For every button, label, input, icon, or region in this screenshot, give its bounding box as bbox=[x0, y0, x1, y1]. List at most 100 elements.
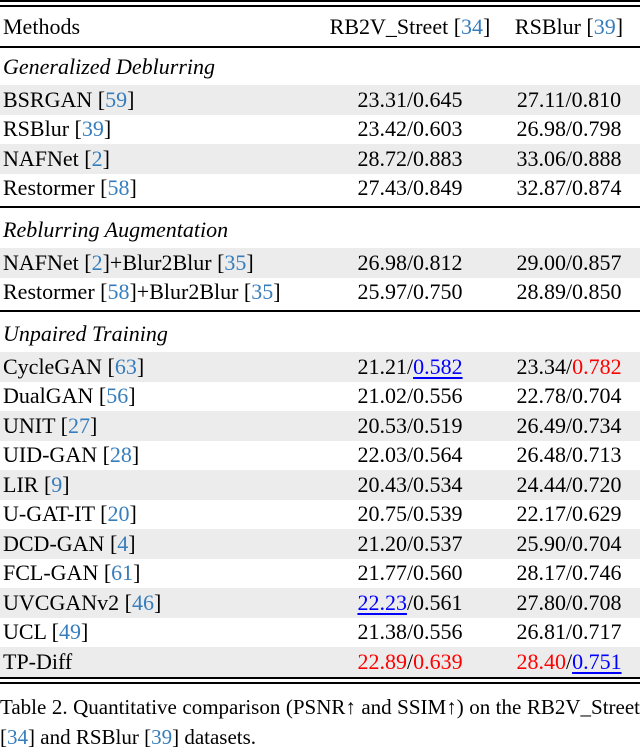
text-segment: 27.80/0.708 bbox=[516, 589, 622, 615]
text-segment: 21.77/0.560 bbox=[357, 560, 463, 586]
table-bottom-rule bbox=[0, 676, 640, 684]
table-row: Restormer [58] 27.43/0.849 32.87/0.874 bbox=[0, 174, 640, 204]
text-segment: 33.06/0.888 bbox=[516, 145, 622, 171]
citation-link[interactable]: 39 bbox=[151, 724, 173, 749]
citation-link[interactable]: 20 bbox=[107, 501, 130, 527]
psnr-ssim-cell-rsblur: 28.89/0.850 bbox=[498, 279, 640, 305]
text-segment: 20.75/0.539 bbox=[357, 501, 463, 527]
method-cell: RSBlur [39] bbox=[0, 116, 322, 142]
citation-link[interactable]: 34 bbox=[461, 13, 484, 39]
citation-link[interactable]: 35 bbox=[224, 249, 247, 275]
text-segment: 28.17/0.746 bbox=[516, 560, 622, 586]
best-value: 0.639 bbox=[413, 648, 463, 674]
psnr-ssim-cell-rb2v-street: 28.72/0.883 bbox=[322, 146, 498, 172]
psnr-ssim-cell-rsblur: 26.49/0.734 bbox=[498, 413, 640, 439]
citation-link[interactable]: 2 bbox=[91, 145, 103, 171]
psnr-ssim-cell-rb2v-street: 21.21/0.582 bbox=[322, 354, 498, 380]
text-segment: ] bbox=[128, 383, 136, 409]
citation-link[interactable]: 4 bbox=[117, 530, 129, 556]
section-header: Reblurring Augmentation bbox=[3, 216, 229, 242]
text-segment: ] bbox=[102, 145, 110, 171]
text-segment: Methods bbox=[3, 13, 80, 39]
psnr-ssim-cell-rb2v-street: 21.20/0.537 bbox=[322, 531, 498, 557]
text-segment: RB2V_Street [ bbox=[329, 13, 462, 39]
text-segment: 23.34/ bbox=[516, 353, 573, 379]
psnr-ssim-cell-rsblur: 27.11/0.810 bbox=[498, 87, 640, 113]
method-cell: U-GAT-IT [20] bbox=[0, 501, 322, 527]
method-cell: DCD-GAN [4] bbox=[0, 531, 322, 557]
text-segment: TP-Diff bbox=[3, 648, 73, 674]
text-segment: 26.49/0.734 bbox=[516, 412, 622, 438]
header-bottom-rule bbox=[0, 46, 640, 48]
method-cell: TP-Diff bbox=[0, 649, 322, 675]
psnr-ssim-cell-rsblur: 26.81/0.717 bbox=[498, 619, 640, 645]
citation-link[interactable]: 46 bbox=[131, 589, 154, 615]
psnr-ssim-cell-rsblur: 23.34/0.782 bbox=[498, 354, 640, 380]
table-row: UCL [49] 21.38/0.556 26.81/0.717 bbox=[0, 618, 640, 648]
text-segment: ] bbox=[89, 412, 98, 438]
psnr-ssim-cell-rsblur: 25.90/0.704 bbox=[498, 531, 640, 557]
psnr-ssim-cell-rb2v-street: 27.43/0.849 bbox=[322, 175, 498, 201]
psnr-ssim-cell-rb2v-street: 21.77/0.560 bbox=[322, 560, 498, 586]
citation-link[interactable]: 39 bbox=[593, 13, 616, 39]
table-row: Restormer [58]+Blur2Blur [35] 25.97/0.750… bbox=[0, 278, 640, 308]
method-cell: NAFNet [2]+Blur2Blur [35] bbox=[0, 250, 322, 276]
text-segment: ] bbox=[153, 589, 162, 615]
psnr-ssim-cell-rsblur: 28.17/0.746 bbox=[498, 560, 640, 586]
text-segment: 28.89/0.850 bbox=[516, 279, 622, 305]
table-top-rule bbox=[0, 0, 640, 7]
text-segment: 26.98/0.798 bbox=[516, 116, 622, 142]
method-cell: UNIT [27] bbox=[0, 413, 322, 439]
text-segment: NAFNet [ bbox=[3, 145, 92, 171]
section-separator-rule bbox=[0, 206, 640, 208]
table-row: DualGAN [56] 21.02/0.556 22.78/0.704 bbox=[0, 382, 640, 412]
citation-link[interactable]: 61 bbox=[111, 560, 134, 586]
text-segment: 23.31/0.645 bbox=[357, 86, 463, 112]
text-segment: 23.42/0.603 bbox=[357, 116, 463, 142]
citation-link[interactable]: 35 bbox=[251, 279, 274, 305]
method-cell: FCL-GAN [61] bbox=[0, 560, 322, 586]
table-header-row: Methods RB2V_Street [34] RSBlur [39] bbox=[0, 7, 640, 46]
psnr-ssim-cell-rsblur: 28.40/0.751 bbox=[498, 649, 640, 675]
psnr-ssim-cell-rsblur: 22.78/0.704 bbox=[498, 383, 640, 409]
text-segment: ] datasets. bbox=[172, 724, 257, 749]
text-segment: ] bbox=[131, 442, 140, 468]
citation-link[interactable]: 56 bbox=[106, 383, 129, 409]
text-segment: Table 2. Quantitative comparison (PSNR↑ … bbox=[0, 694, 640, 749]
text-segment: 27.43/0.849 bbox=[357, 175, 463, 201]
text-segment: 25.90/0.704 bbox=[516, 530, 622, 556]
text-segment: 24.44/0.720 bbox=[516, 471, 622, 497]
text-segment: ] bbox=[128, 530, 136, 556]
second-best-value: 0.582 bbox=[413, 353, 463, 379]
text-segment: ] bbox=[103, 116, 112, 142]
text-segment: 28.72/0.883 bbox=[357, 145, 463, 171]
citation-link[interactable]: 63 bbox=[114, 353, 137, 379]
psnr-ssim-cell-rsblur: 29.00/0.857 bbox=[498, 250, 640, 276]
citation-link[interactable]: 58 bbox=[107, 279, 130, 305]
text-segment: 21.02/0.556 bbox=[357, 383, 463, 409]
citation-link[interactable]: 27 bbox=[67, 412, 90, 438]
text-segment: CycleGAN [ bbox=[3, 353, 115, 379]
citation-link[interactable]: 28 bbox=[109, 442, 132, 468]
section-separator-rule bbox=[0, 310, 640, 312]
psnr-ssim-cell-rb2v-street: 23.42/0.603 bbox=[322, 116, 498, 142]
citation-link[interactable]: 59 bbox=[105, 86, 128, 112]
text-segment: 26.48/0.713 bbox=[516, 442, 622, 468]
psnr-ssim-cell-rb2v-street: 21.38/0.556 bbox=[322, 619, 498, 645]
citation-link[interactable]: 34 bbox=[7, 724, 28, 749]
psnr-ssim-cell-rb2v-street: 22.03/0.564 bbox=[322, 442, 498, 468]
citation-link[interactable]: 9 bbox=[51, 471, 63, 497]
method-cell: NAFNet [2] bbox=[0, 146, 322, 172]
citation-link[interactable]: 58 bbox=[107, 175, 130, 201]
text-segment: 21.21/ bbox=[357, 353, 414, 379]
text-segment: NAFNet [ bbox=[3, 249, 92, 275]
citation-link[interactable]: 2 bbox=[91, 249, 103, 275]
best-value: 0.782 bbox=[572, 353, 622, 379]
citation-link[interactable]: 49 bbox=[59, 619, 82, 645]
citation-link[interactable]: 39 bbox=[81, 116, 104, 142]
text-segment: LIR [ bbox=[3, 471, 52, 497]
text-segment: ] bbox=[129, 501, 137, 527]
psnr-ssim-cell-rb2v-street: 20.75/0.539 bbox=[322, 501, 498, 527]
method-cell: UVCGANv2 [46] bbox=[0, 590, 322, 616]
table-row: NAFNet [2]+Blur2Blur [35] 26.98/0.812 29.0… bbox=[0, 248, 640, 278]
